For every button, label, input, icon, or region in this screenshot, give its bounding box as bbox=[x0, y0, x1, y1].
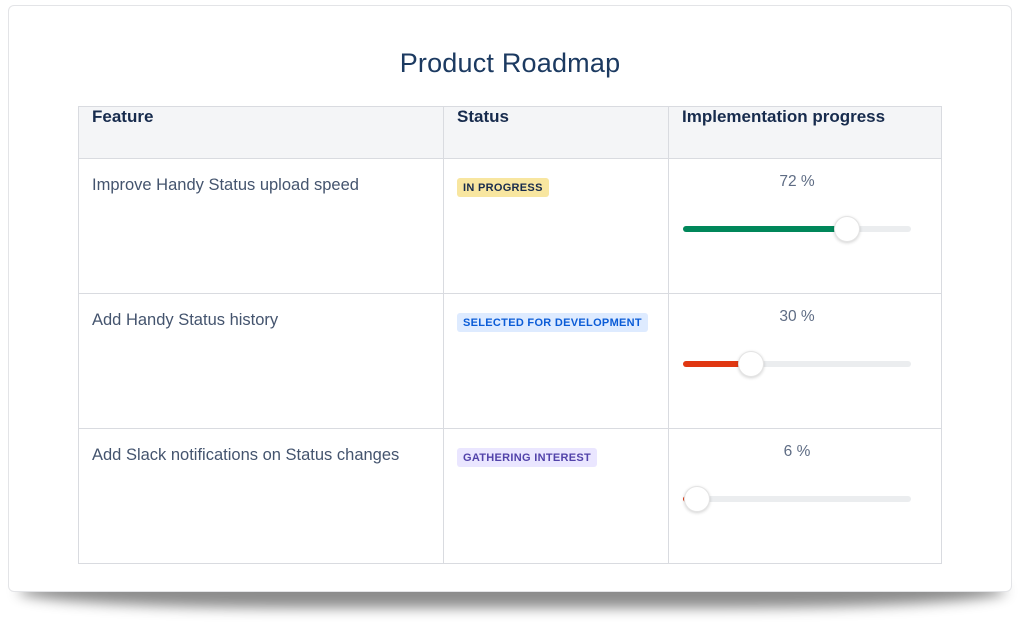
column-header-feature: Feature bbox=[78, 106, 444, 159]
progress-cell: 30 % bbox=[668, 293, 942, 429]
table-header-row: Feature Status Implementation progress bbox=[78, 106, 942, 159]
column-header-implementation-progress: Implementation progress bbox=[668, 106, 942, 159]
status-badge: SELECTED FOR DEVELOPMENT bbox=[457, 313, 648, 332]
slider-thumb[interactable] bbox=[834, 216, 861, 242]
slider-track[interactable] bbox=[683, 216, 911, 242]
progress-slider[interactable] bbox=[683, 351, 911, 377]
progress-slider[interactable] bbox=[683, 486, 911, 512]
progress-percent-label: 72 % bbox=[779, 173, 815, 190]
status-badge: GATHERING INTEREST bbox=[457, 448, 598, 467]
roadmap-table: Feature Status Implementation progress I… bbox=[78, 106, 942, 564]
feature-text: Add Handy Status history bbox=[92, 311, 279, 329]
status-cell: SELECTED FOR DEVELOPMENT bbox=[443, 293, 669, 429]
progress-slider[interactable] bbox=[683, 216, 911, 242]
status-badge: IN PROGRESS bbox=[457, 178, 549, 197]
slider-thumb[interactable] bbox=[683, 486, 710, 512]
feature-cell: Add Handy Status history bbox=[78, 293, 444, 429]
feature-text: Improve Handy Status upload speed bbox=[92, 176, 359, 194]
progress-percent-label: 30 % bbox=[779, 308, 815, 325]
slider-thumb[interactable] bbox=[738, 351, 765, 377]
slider-fill bbox=[683, 361, 752, 367]
slider-track[interactable] bbox=[683, 351, 911, 377]
table-row: Add Slack notifications on Status change… bbox=[78, 428, 942, 564]
progress-cell: 72 % bbox=[668, 158, 942, 294]
page-title: Product Roadmap bbox=[399, 48, 621, 78]
feature-text: Add Slack notifications on Status change… bbox=[92, 446, 400, 464]
slider-fill bbox=[683, 226, 848, 232]
slider-track[interactable] bbox=[683, 486, 911, 512]
feature-cell: Improve Handy Status upload speed bbox=[78, 158, 444, 294]
progress-cell: 6 % bbox=[668, 428, 942, 564]
feature-cell: Add Slack notifications on Status change… bbox=[78, 428, 444, 564]
progress-percent-label: 6 % bbox=[783, 443, 811, 460]
status-cell: IN PROGRESS bbox=[443, 158, 669, 294]
table-row: Add Handy Status history SELECTED FOR DE… bbox=[78, 293, 942, 429]
status-cell: GATHERING INTEREST bbox=[443, 428, 669, 564]
column-header-status: Status bbox=[443, 106, 669, 159]
roadmap-card: Product Roadmap Feature Status Implement… bbox=[8, 5, 1012, 592]
table-row: Improve Handy Status upload speed IN PRO… bbox=[78, 158, 942, 294]
